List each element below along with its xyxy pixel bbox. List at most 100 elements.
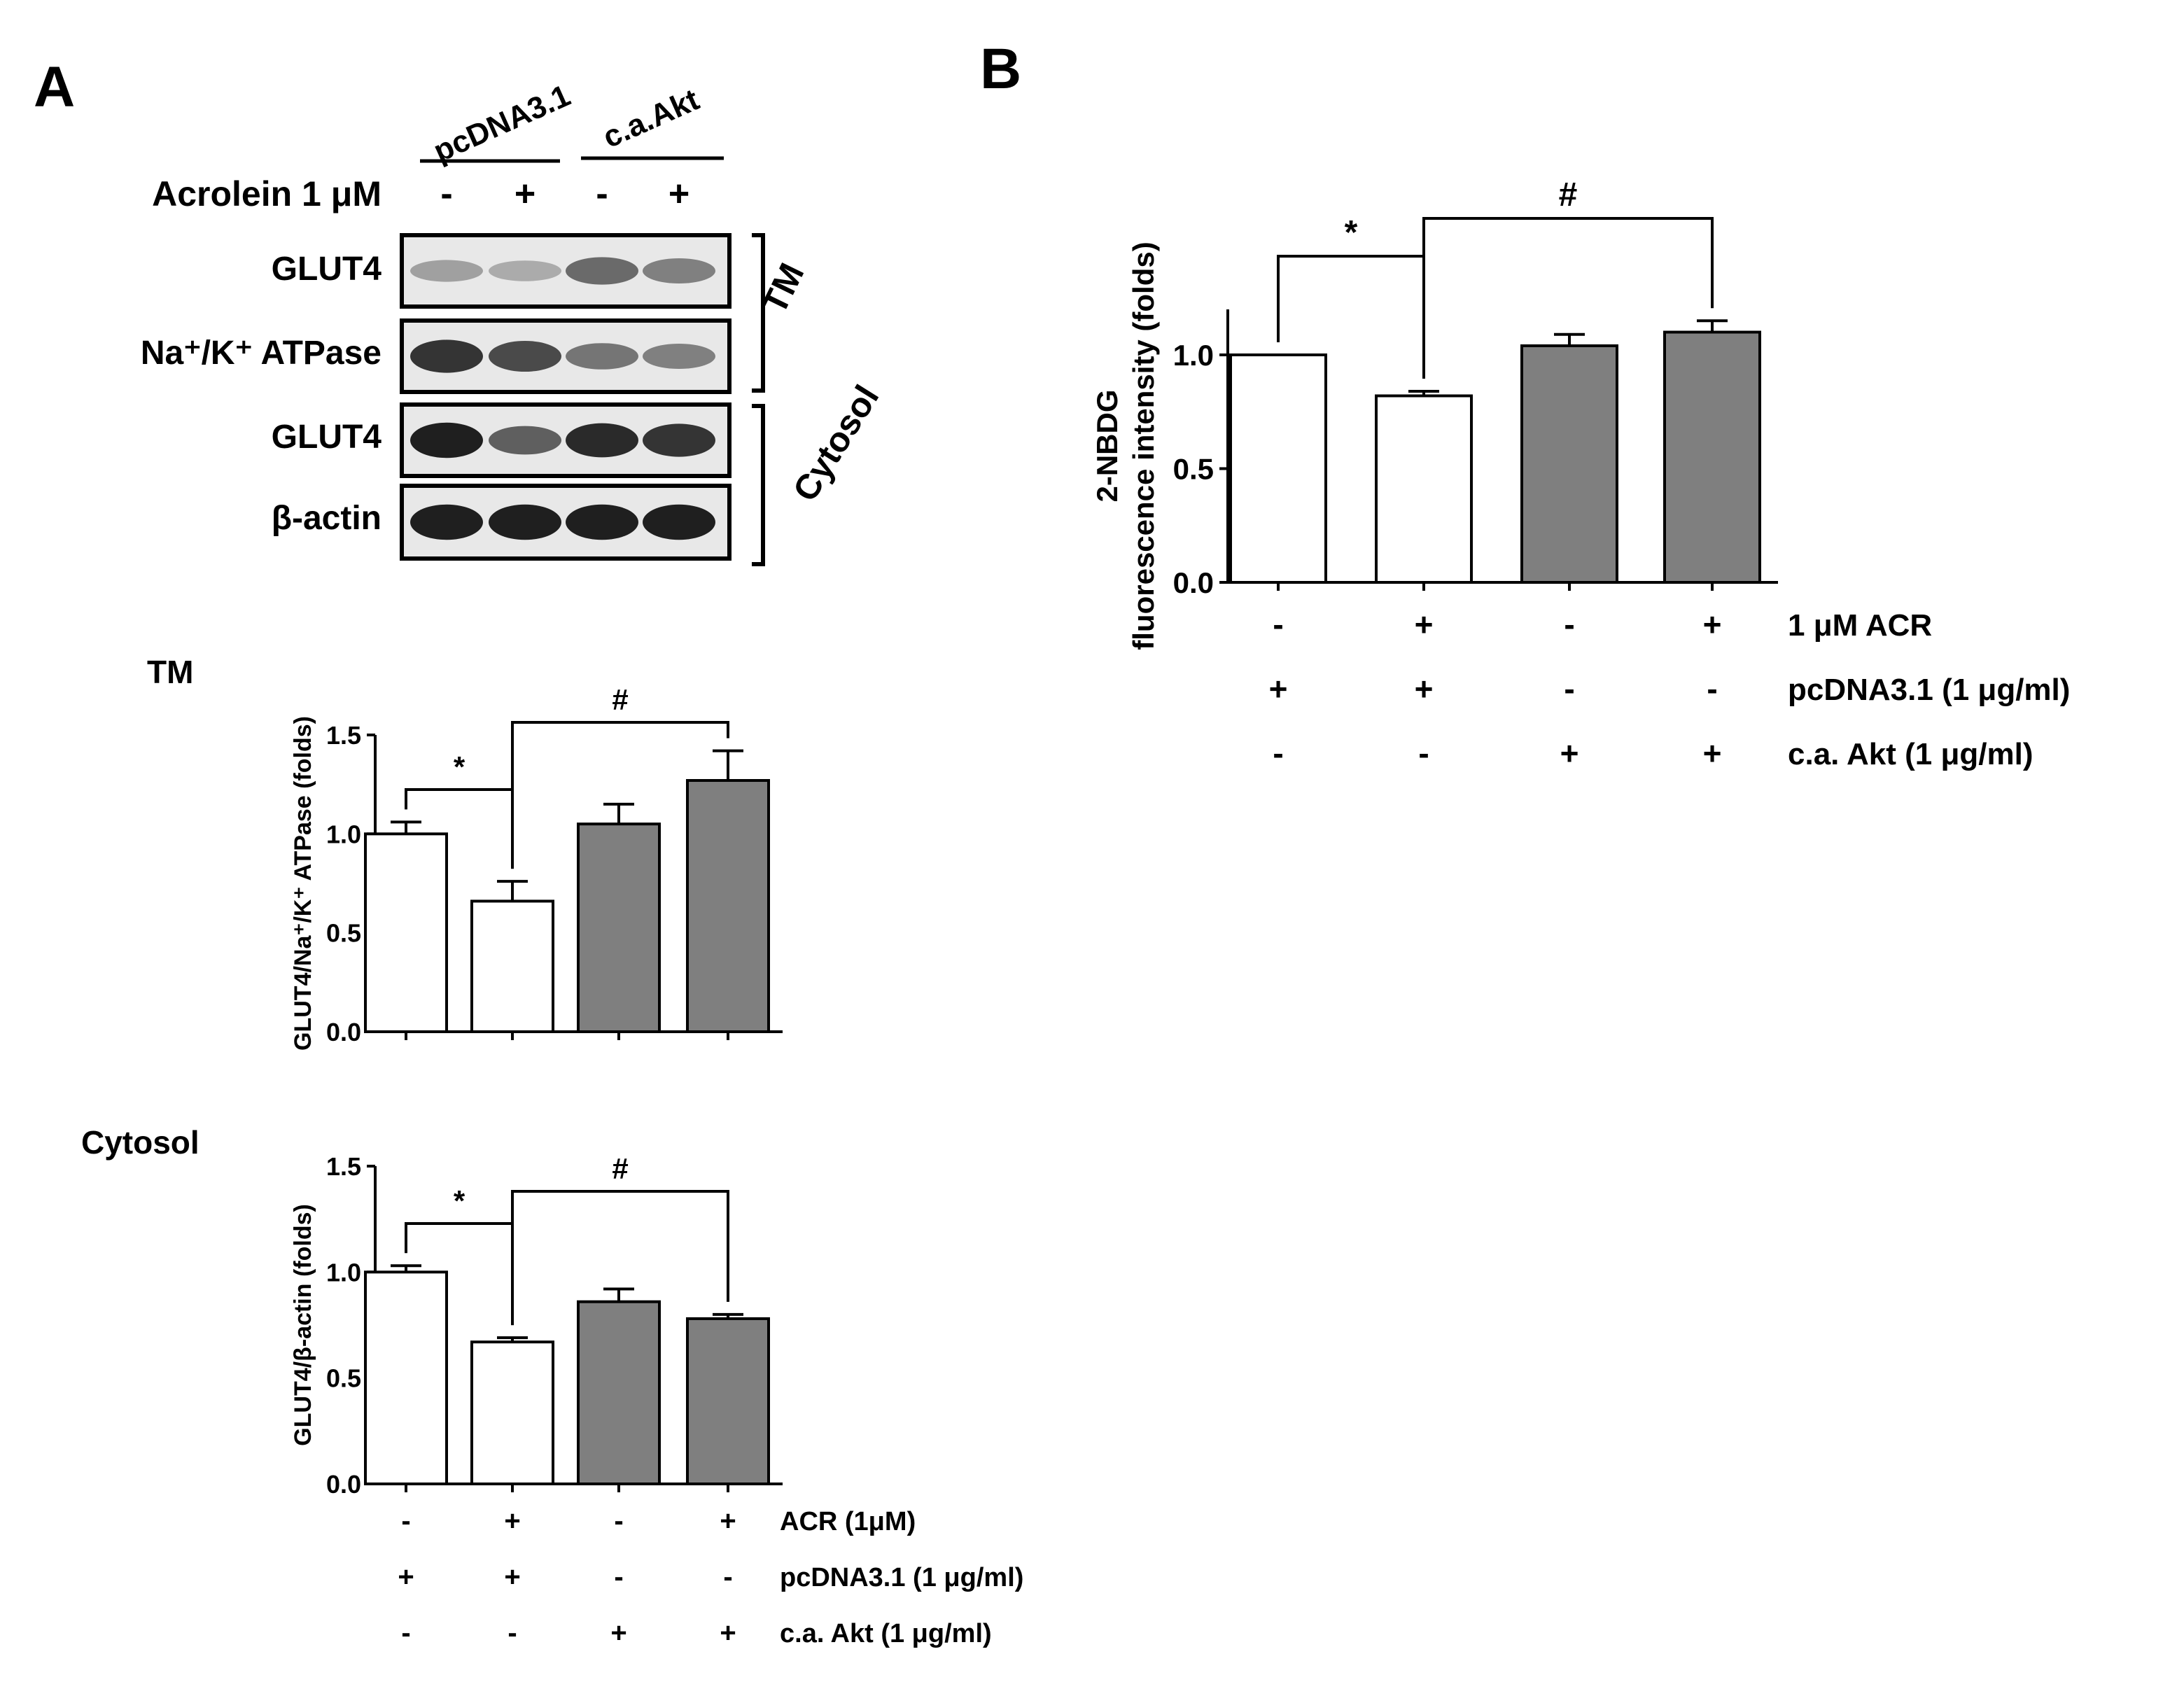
- condition-sign: +: [1415, 606, 1434, 643]
- blot-band: [410, 339, 483, 373]
- blot-treatment-sign: +: [668, 174, 690, 214]
- condition-sign: +: [720, 1506, 736, 1536]
- condition-sign: +: [610, 1618, 626, 1648]
- significance-bracket: [511, 721, 729, 869]
- significance-symbol: #: [612, 683, 628, 716]
- section-label: TM: [147, 654, 193, 690]
- blot-row-label: Na⁺/K⁺ ATPase: [141, 335, 382, 372]
- blot-band: [410, 504, 483, 540]
- chart-a-tm: 0.0 0.5 1.0 1.5 * # GLUT4/Na⁺/K⁺ ATPase (folds…: [147, 654, 783, 1051]
- condition-label: ACR (1μM): [780, 1507, 916, 1536]
- y-tick-label: 0.0: [326, 1470, 361, 1499]
- condition-sign: -: [614, 1562, 623, 1592]
- y-axis-label-line2: fluorescence intensity (folds): [1127, 241, 1160, 650]
- significance-symbol: *: [454, 750, 465, 783]
- y-tick-label: 0.0: [1173, 566, 1214, 599]
- bar: [364, 832, 448, 1034]
- blot-band: [410, 260, 483, 282]
- condition-label: 1 μM ACR: [1788, 608, 1932, 643]
- condition-sign: +: [398, 1562, 414, 1592]
- condition-sign: -: [507, 1618, 517, 1648]
- bar: [1229, 353, 1327, 584]
- condition-sign: +: [1703, 735, 1722, 771]
- significance-symbol: #: [612, 1152, 628, 1185]
- blot-group-label-caakt: c.a.Akt: [598, 83, 704, 155]
- bar: [1375, 394, 1473, 584]
- blot-treatment-sign: +: [514, 174, 536, 214]
- bar: [577, 1300, 661, 1485]
- y-axis-label: GLUT4/Na⁺/K⁺ ATPase (folds): [290, 716, 316, 1051]
- significance-symbol: *: [454, 1184, 465, 1217]
- blot-band: [489, 426, 561, 455]
- condition-sign: -: [401, 1618, 410, 1648]
- bar: [364, 1270, 448, 1486]
- bar: [1663, 330, 1761, 584]
- blot-band: [643, 504, 715, 540]
- bar: [577, 822, 661, 1033]
- bar: [470, 1340, 554, 1486]
- western-blot: pcDNA3.1 c.a.Akt Acrolein 1 μM - + - + GLUT…: [141, 78, 887, 566]
- condition-sign: -: [1418, 735, 1429, 771]
- blot-row-label: β-actin: [272, 500, 382, 537]
- condition-sign: +: [1269, 671, 1288, 707]
- blot-row-label: GLUT4: [272, 251, 382, 288]
- bracket-tm: [752, 233, 765, 393]
- condition-sign: -: [1707, 671, 1717, 707]
- blot-band: [566, 257, 638, 285]
- significance-bracket: [1422, 217, 1714, 379]
- blot-band: [489, 260, 561, 281]
- condition-label: pcDNA3.1 (1 μg/ml): [1788, 673, 2070, 707]
- bar: [686, 1317, 770, 1486]
- condition-sign: +: [504, 1506, 520, 1536]
- blot-row-label: GLUT4: [272, 419, 382, 456]
- blot-band: [566, 423, 638, 458]
- blot-treatment-sign: -: [440, 174, 452, 214]
- y-tick-label: 1.0: [326, 1258, 361, 1287]
- condition-sign: -: [1564, 606, 1574, 643]
- blot-treatment-label: Acrolein 1 μM: [152, 174, 382, 213]
- y-tick-label: 0.5: [326, 919, 361, 948]
- condition-sign: -: [723, 1562, 732, 1592]
- condition-sign: +: [504, 1562, 520, 1592]
- condition-label: c.a. Akt (1 μg/ml): [1788, 737, 2033, 771]
- panel-b-label: B: [980, 37, 1021, 101]
- bar: [470, 899, 554, 1033]
- section-label: Cytosol: [81, 1124, 200, 1161]
- significance-symbol: *: [1345, 214, 1358, 251]
- blot-band: [643, 258, 715, 283]
- blot-fraction-cytosol: Cytosol: [785, 379, 887, 508]
- y-axis-label-line1: 2-NBDG: [1091, 389, 1124, 502]
- blot-treatment-sign: -: [596, 174, 608, 214]
- significance-symbol: #: [1559, 176, 1578, 213]
- blot-band: [489, 504, 561, 540]
- condition-label: c.a. Akt (1 μg/ml): [780, 1619, 992, 1648]
- significance-bracket: [511, 1190, 729, 1326]
- condition-sign: +: [1560, 735, 1579, 771]
- y-tick-label: 1.0: [1173, 339, 1214, 372]
- condition-sign: -: [401, 1506, 410, 1536]
- chart-a-cytosol: 0.0 0.5 1.0 1.5 * # GLUT4/β-actin (folds) Cytos…: [81, 1124, 1023, 1648]
- blot-band: [489, 341, 561, 372]
- condition-sign: -: [1564, 671, 1574, 707]
- blot-band: [410, 422, 483, 458]
- condition-sign: +: [1415, 671, 1434, 707]
- condition-sign: +: [1703, 606, 1722, 643]
- condition-label: pcDNA3.1 (1 μg/ml): [780, 1563, 1023, 1592]
- y-tick-label: 1.5: [326, 1152, 361, 1181]
- condition-sign: -: [1273, 735, 1283, 771]
- y-tick-label: 0.5: [1173, 453, 1214, 486]
- y-tick-label: 1.5: [326, 721, 361, 750]
- y-tick-label: 0.0: [326, 1018, 361, 1046]
- blot-band: [566, 504, 638, 540]
- bar: [1520, 344, 1618, 584]
- bracket-cytosol: [752, 404, 765, 566]
- y-axis-label: GLUT4/β-actin (folds): [290, 1204, 316, 1446]
- condition-sign: +: [720, 1618, 736, 1648]
- condition-sign: -: [614, 1506, 623, 1536]
- blot-band: [643, 344, 715, 369]
- chart-b: 0.0 0.5 1.0 * #2-NBDG fluorescence intensity …: [1091, 176, 2070, 771]
- bar: [686, 779, 770, 1033]
- blot-group-label-pcdna: pcDNA3.1: [428, 78, 575, 169]
- y-tick-label: 0.5: [326, 1364, 361, 1393]
